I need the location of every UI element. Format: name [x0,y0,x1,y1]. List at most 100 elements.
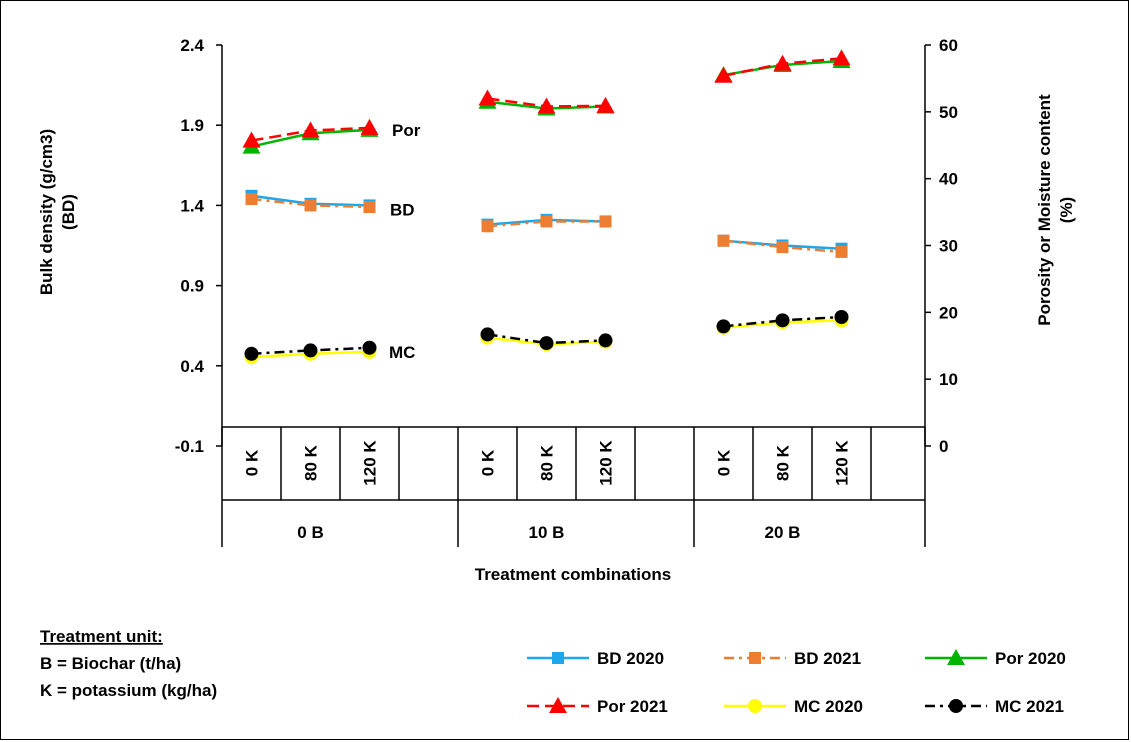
data-point-1-1-1 [540,215,553,228]
legend-marker-1 [749,652,761,664]
treatment-note: Treatment unit: B = Biochar (t/ha) K = p… [40,627,217,700]
x-group-label-0: 0 B [297,523,323,542]
data-point-5-1-1 [539,336,554,351]
y-axis-left-label: Bulk density (g/cm3) [37,129,56,295]
data-point-3-0-0 [242,131,261,148]
x-subcategory-label-2-0: 0 K [715,449,734,476]
data-point-3-0-2 [360,118,379,135]
series-line-5-group-0 [251,346,370,356]
legend-label-4: MC 2020 [794,697,863,716]
x-subcategory-label-1-0: 0 K [479,449,498,476]
y-right-tick-label-3: 30 [939,237,958,256]
legend-marker-5 [949,699,963,713]
x-group-label-1: 10 B [529,523,565,542]
series-line-1-group-0 [251,197,370,209]
x-category-labels: 0 K 80 K 120 K 0 B 0 K 80 K 120 K 10 B 0 K 80 K 12… [243,440,852,542]
y-axis-right-title: Porosity or Moisture content (%) [1035,94,1076,326]
x-subcategory-label-2-1: 80 K [774,444,793,481]
legend-label-2: Por 2020 [995,649,1066,668]
data-point-5-1-2 [598,333,613,348]
data-point-1-0-2 [363,201,376,214]
note-line-potassium: K = potassium (kg/ha) [40,681,217,700]
x-subcategory-label-1-2: 120 K [597,440,616,486]
x-group-label-2: 20 B [765,523,801,542]
legend: BD 2020 BD 2021 Por 2020 Por 2021 MC 2020 MC … [527,649,1066,716]
legend-label-5: MC 2021 [995,697,1064,716]
data-point-5-2-2 [834,310,849,325]
x-subcategory-label-0-2: 120 K [361,440,380,486]
series-line-5-group-1 [487,333,606,345]
data-point-3-2-2 [832,49,851,66]
legend-label-3: Por 2021 [597,697,668,716]
y-right-tick-label-5: 10 [939,370,958,389]
legend-item-bd-2020: BD 2020 [527,649,664,668]
legend-item-por-2021: Por 2021 [527,697,668,716]
data-point-3-1-2 [596,96,615,113]
y-right-tick-label-6: 0 [939,437,948,456]
y-left-tick-label-3: 0.9 [180,277,204,296]
series-line-1-group-1 [487,220,606,228]
legend-marker-2 [947,649,965,665]
y-left-tick-label-5: -0.1 [175,437,204,456]
series-por-2021 [242,49,851,148]
x-subcategory-label-1-1: 80 K [538,444,557,481]
series-bd-2021 [245,192,848,258]
y-axis-right-sublabel: (%) [1057,197,1076,223]
data-point-1-1-2 [599,215,612,228]
y-axis-right-label: Porosity or Moisture content [1035,94,1054,326]
legend-item-bd-2021: BD 2021 [724,649,861,668]
axes [216,44,931,547]
data-point-5-0-0 [244,346,259,361]
data-point-3-1-0 [478,89,497,106]
series-line-5-group-2 [723,315,842,328]
data-point-5-0-2 [362,340,377,355]
legend-item-mc-2020: MC 2020 [724,697,863,716]
y-right-tick-label-4: 20 [939,303,958,322]
series-mc-2021 [244,310,849,361]
data-point-5-2-1 [775,313,790,328]
x-subcategory-label-2-2: 120 K [833,440,852,486]
y-axis-left-title: Bulk density (g/cm3) (BD) [37,129,78,295]
data-point-1-2-2 [835,245,848,258]
series-layer [242,49,851,365]
legend-label-1: BD 2021 [794,649,861,668]
tick-labels: 2.4 1.9 1.4 0.9 0.4 -0.1 60 50 40 30 20 10 0 [175,36,958,456]
legend-marker-3 [549,697,567,713]
legend-marker-4 [748,699,762,713]
data-point-3-1-1 [537,97,556,114]
y-axis-left-sublabel: (BD) [59,194,78,230]
note-line-biochar: B = Biochar (t/ha) [40,654,181,673]
legend-item-mc-2021: MC 2021 [925,697,1064,716]
data-point-1-0-0 [245,192,258,205]
annotation-por: Por [392,121,421,140]
data-point-5-1-0 [480,327,495,342]
series-line-1-group-2 [723,239,842,254]
data-point-1-0-1 [304,199,317,212]
y-right-tick-label-0: 60 [939,36,958,55]
data-point-1-2-0 [717,234,730,247]
y-left-tick-label-0: 2.4 [180,36,204,55]
legend-item-por-2020: Por 2020 [925,649,1066,668]
y-left-tick-label-1: 1.9 [180,116,204,135]
x-subcategory-label-0-0: 0 K [243,449,262,476]
data-point-3-2-0 [714,66,733,83]
note-title: Treatment unit: [40,627,163,646]
data-point-1-1-0 [481,220,494,233]
legend-marker-0 [552,652,564,664]
annotation-bd: BD [390,200,415,219]
data-point-1-2-1 [776,241,789,254]
legend-label-0: BD 2020 [597,649,664,668]
y-left-tick-label-2: 1.4 [180,196,204,215]
x-axis-title: Treatment combinations [475,565,671,584]
data-point-3-2-1 [773,54,792,71]
data-point-5-0-1 [303,343,318,358]
y-right-tick-label-1: 50 [939,103,958,122]
data-point-5-2-0 [716,319,731,334]
y-right-tick-label-2: 40 [939,170,958,189]
data-point-3-0-1 [301,121,320,138]
y-left-tick-label-4: 0.4 [180,357,204,376]
annotation-mc: MC [389,343,415,362]
x-subcategory-label-0-1: 80 K [302,444,321,481]
